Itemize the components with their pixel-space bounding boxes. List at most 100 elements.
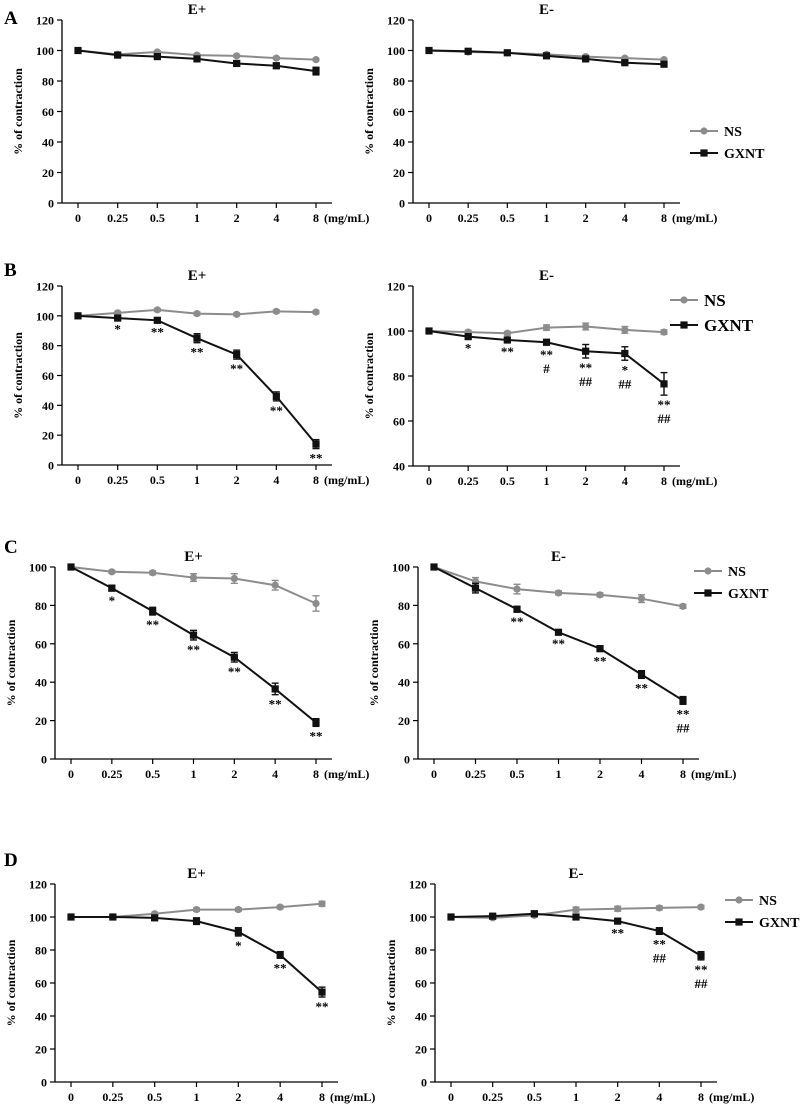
chart-c-eminus-ytick-label: 60 — [398, 637, 410, 651]
chart-c-eminus-series-gxnt-point — [471, 584, 480, 592]
chart-a-eplus-series-gxnt-point — [114, 51, 122, 59]
chart-d-eplus-x-unit-label: (mg/mL) — [330, 1090, 375, 1104]
chart-a-eplus-xtick-label: 2 — [234, 211, 240, 225]
legend-label-gxnt: GXNT — [728, 587, 769, 602]
chart-d-eminus-series-ns-point — [614, 905, 622, 913]
chart-c-eminus-significance-label: ** — [635, 680, 648, 695]
chart-b-eminus-significance-label: ## — [618, 376, 632, 391]
chart-d-eminus-ytick-label: 120 — [409, 878, 427, 892]
chart-b-eminus-ylabel: % of contraction — [362, 332, 376, 419]
chart-b-eminus-legend: NS GXNT — [670, 291, 754, 335]
panel-label-b: B — [4, 260, 17, 281]
chart-c-eminus-significance-label: ** — [677, 706, 690, 721]
chart-d-eminus-significance-label: ## — [653, 950, 667, 965]
chart-d-eplus-series-ns-point — [276, 903, 284, 911]
legend-marker-gxnt — [704, 589, 712, 597]
chart-b-eplus-xtick-label: 8 — [313, 473, 319, 487]
chart-d-eminus-x-unit-label: (mg/mL) — [709, 1090, 754, 1104]
chart-c-eminus-significance-label: ** — [552, 636, 565, 651]
chart-c-eplus-ylabel: % of contraction — [4, 619, 18, 706]
chart-b-eplus-series-ns-point — [312, 308, 320, 316]
chart-d-eminus-significance-label: ** — [695, 962, 708, 977]
chart-b-eplus-xtick-label: 1 — [194, 473, 200, 487]
chart-a-eminus-series-gxnt — [425, 46, 668, 68]
legend-marker-ns — [680, 296, 688, 304]
chart-b-eminus-series-gxnt-point — [621, 349, 629, 358]
chart-d-eminus-ytick-label: 100 — [409, 911, 427, 925]
chart-c-eminus-ytick-label: 80 — [398, 599, 410, 613]
chart-c-eplus-xtick-label: 4 — [272, 767, 278, 781]
chart-c-eminus-xtick-label: 0 — [431, 767, 437, 781]
chart-a-eminus-series-gxnt-point — [425, 46, 433, 55]
chart-b-eminus-series-gxnt-point — [425, 327, 433, 335]
chart-c-eplus-significance-label: ** — [228, 664, 241, 679]
chart-d-eplus-series-ns-point — [192, 905, 201, 914]
chart-c-eminus-series-ns-point — [637, 595, 646, 603]
chart-c-eplus-series-ns-point — [189, 573, 198, 582]
chart-b-eminus-significance-label: * — [465, 340, 472, 355]
chart-c-eplus-xtick-label: 0.5 — [145, 767, 160, 781]
chart-b-eplus-ytick-label: 120 — [36, 280, 54, 294]
chart-c-eplus-series-gxnt-point — [67, 563, 75, 571]
chart-a-eplus-xtick-label: 0 — [75, 211, 81, 225]
chart-a-eminus-title: E- — [539, 2, 554, 18]
chart-a-eminus-series-gxnt-point — [464, 47, 472, 55]
chart-d-eplus-series-ns-point — [234, 905, 242, 914]
chart-d-eplus-series-gxnt-point — [67, 913, 75, 921]
chart-b-eplus-series-gxnt-point — [312, 440, 320, 448]
chart-d-eminus-ytick-label: 60 — [415, 977, 427, 991]
chart-a-eminus-ytick-label: 100 — [387, 44, 405, 58]
chart-b-eplus-series-gxnt — [74, 312, 320, 450]
chart-b-eplus-xtick-label: 4 — [273, 473, 279, 487]
chart-a-eplus-ylabel: % of contraction — [11, 68, 25, 155]
chart-c-eplus-series-gxnt-point — [189, 631, 198, 639]
chart-b-eminus-xtick-label: 4 — [622, 474, 628, 488]
chart-c-eplus-xtick-label: 0.25 — [101, 767, 122, 781]
chart-a-eplus-xtick-label: 4 — [273, 211, 279, 225]
chart-a-eminus-ytick-label: 120 — [387, 14, 405, 28]
chart-b-eplus: E+ 0 20 40 60 80 100 120 0 0.25 0.5 1 2 4 8 (mg/mL) % of… — [11, 268, 369, 487]
legend-marker-ns — [700, 127, 708, 135]
chart-d-eminus-series-gxnt-point — [572, 913, 580, 921]
chart-c-eplus-title: E+ — [184, 549, 203, 565]
chart-c-eplus-significance-label: ** — [310, 728, 323, 743]
chart-b-eplus-series-gxnt-point — [233, 351, 241, 359]
legend-marker-gxnt — [680, 321, 688, 329]
chart-c-eplus-series-ns — [67, 563, 320, 612]
chart-b-eminus-series-ns-point — [542, 324, 551, 332]
chart-b-eminus-xtick-label: 2 — [583, 474, 589, 488]
chart-b-eminus-ytick-label: 120 — [387, 280, 405, 294]
chart-b-eplus-series-gxnt-point — [114, 314, 122, 322]
chart-d-eplus-series-gxnt-line — [71, 916, 323, 993]
chart-b-eminus-significance-label: * — [622, 362, 629, 377]
chart-d-eplus-series-gxnt-point — [318, 988, 326, 996]
chart-c-eminus-series-ns — [430, 563, 687, 610]
chart-a-eminus-series-gxnt-point — [503, 49, 511, 57]
chart-c-eplus-ytick-label: 60 — [35, 637, 47, 651]
chart-c-eminus-xtick-label: 4 — [639, 767, 645, 781]
chart-d-eplus-ylabel: % of contraction — [4, 939, 18, 1026]
chart-c-eminus-series-gxnt-point — [554, 628, 563, 636]
chart-c-eplus-significance-label: * — [109, 593, 116, 608]
chart-d-eminus-legend: NS GXNT — [725, 894, 800, 931]
chart-b-eminus-ytick-label: 100 — [387, 325, 405, 339]
chart-d-eminus-xtick-label: 0.5 — [527, 1090, 542, 1104]
chart-a-eplus-series-gxnt-point — [74, 46, 82, 55]
chart-b-eplus-title: E+ — [188, 268, 207, 284]
chart-a-eminus: E- 0 20 40 60 80 100 120 0 0.25 0.5 1 2 4 8 (mg/mL) % of… — [362, 2, 765, 225]
chart-c-eplus-significance-label: ** — [187, 642, 200, 657]
chart-b-eplus-ylabel: % of contraction — [11, 332, 25, 419]
chart-b-eplus-series-ns-point — [193, 309, 201, 318]
chart-d-eplus-series-gxnt — [67, 913, 326, 998]
chart-c-eplus-xtick-label: 2 — [231, 767, 237, 781]
chart-c-eminus-series-ns-point — [554, 589, 563, 597]
chart-d-eplus-series-gxnt-point — [234, 928, 242, 936]
chart-c-eminus-series-gxnt — [430, 563, 687, 705]
chart-a-eplus-x-unit-label: (mg/mL) — [324, 211, 369, 225]
chart-b-eplus-ytick-label: 0 — [48, 459, 54, 473]
chart-c-eplus-series-ns-point — [312, 599, 320, 608]
chart-a-eminus-xtick-label: 2 — [583, 211, 589, 225]
chart-b-eminus-series-gxnt-point — [660, 380, 668, 388]
chart-c-eplus-series-gxnt-point — [271, 685, 279, 693]
chart-b-eplus-series-gxnt-point — [193, 334, 201, 342]
